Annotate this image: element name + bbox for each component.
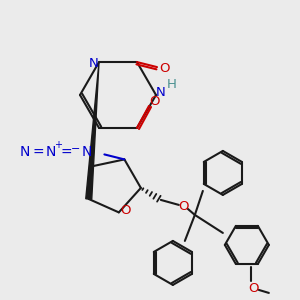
Text: O: O xyxy=(178,200,189,213)
Text: N: N xyxy=(45,146,56,159)
Polygon shape xyxy=(86,62,99,199)
Text: =: = xyxy=(33,146,44,159)
Text: O: O xyxy=(150,95,160,108)
Text: N: N xyxy=(156,86,166,100)
Text: O: O xyxy=(160,61,170,75)
Text: N: N xyxy=(81,146,92,159)
Text: −: − xyxy=(71,144,80,154)
Text: +: + xyxy=(54,140,62,150)
Text: N: N xyxy=(89,57,99,70)
Text: N: N xyxy=(19,146,30,159)
Text: O: O xyxy=(121,204,131,217)
Text: H: H xyxy=(167,79,177,92)
Text: O: O xyxy=(249,282,259,296)
Text: =: = xyxy=(61,146,72,159)
